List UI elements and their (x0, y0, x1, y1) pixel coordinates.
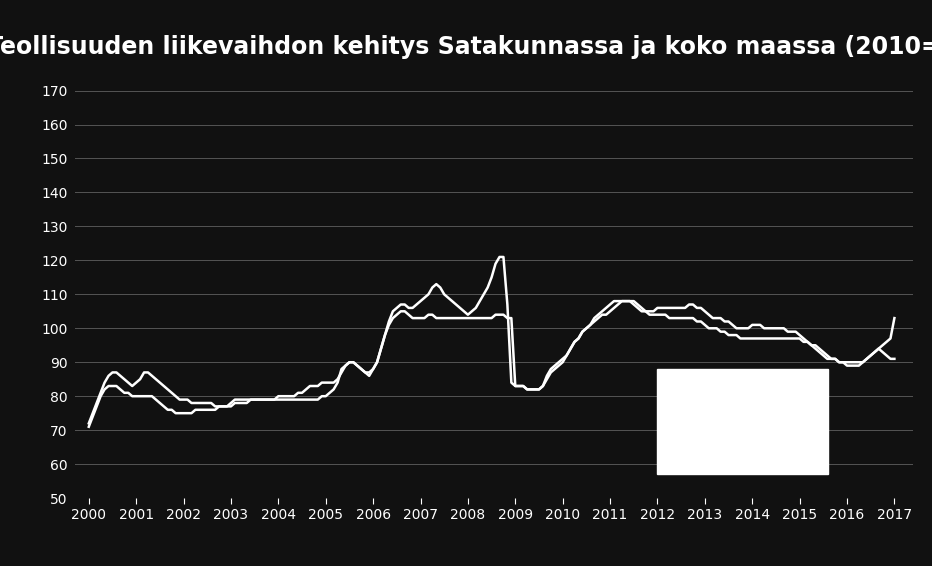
Title: Teollisuuden liikevaihdon kehitys Satakunnassa ja koko maassa (2010=100): Teollisuuden liikevaihdon kehitys Sataku… (0, 35, 932, 59)
Bar (657, 369, 828, 474)
